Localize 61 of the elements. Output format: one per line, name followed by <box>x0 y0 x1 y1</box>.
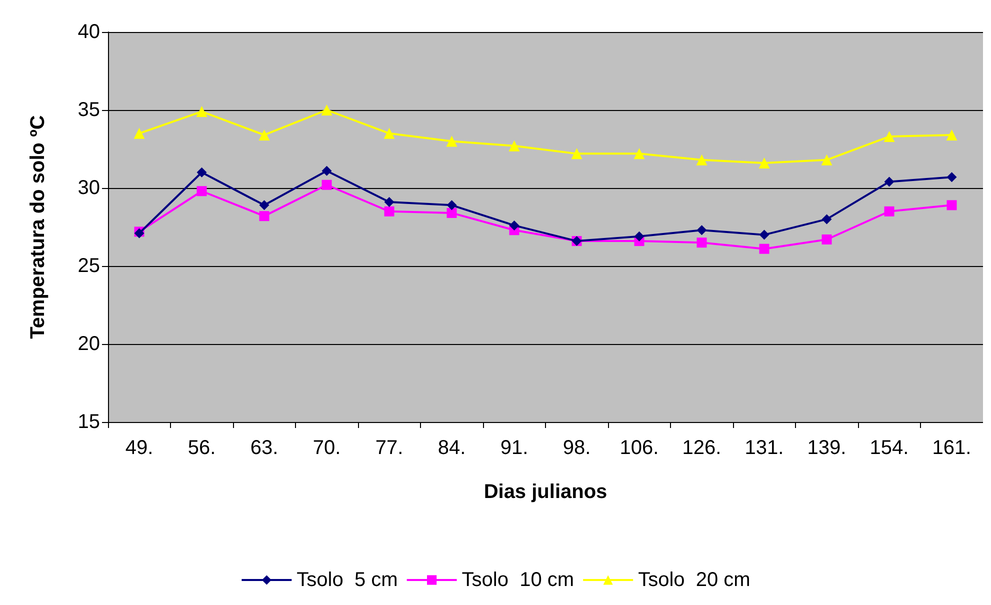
point <box>196 167 207 178</box>
x-tick-label: 70. <box>312 437 341 459</box>
point <box>508 140 520 152</box>
point <box>822 214 832 224</box>
point <box>571 148 582 160</box>
point <box>759 230 770 240</box>
y-tick-label: 20 <box>78 333 100 355</box>
x-axis-title: Dias julianos <box>484 481 608 503</box>
point <box>884 131 895 142</box>
point <box>446 136 458 147</box>
point <box>696 238 707 248</box>
point <box>759 244 770 254</box>
point <box>946 129 958 140</box>
x-tick-label: 106. <box>620 437 659 459</box>
point <box>634 231 644 242</box>
x-tick-label: 84. <box>438 437 466 459</box>
point <box>321 104 332 116</box>
point <box>634 148 645 160</box>
y-tick-label: 25 <box>78 255 100 277</box>
point <box>259 211 270 222</box>
legend-label: Tsolo 20 cm <box>638 569 750 591</box>
point <box>822 234 832 244</box>
point <box>384 197 394 208</box>
x-tick-label: 161. <box>932 437 972 459</box>
x-tick-label: 131. <box>744 437 784 459</box>
x-tick-label: 49. <box>125 437 154 459</box>
point <box>946 200 957 210</box>
point <box>696 154 708 166</box>
y-tick-label: 30 <box>78 177 100 199</box>
point <box>384 128 395 139</box>
point <box>258 129 270 140</box>
point <box>322 180 332 190</box>
x-tick-label: 98. <box>562 437 591 459</box>
point <box>509 220 520 230</box>
y-tick-label: 15 <box>78 411 100 433</box>
point <box>322 166 332 176</box>
legend-label: Tsolo 5 cm <box>296 569 398 591</box>
point <box>758 158 770 169</box>
x-tick-label: 91. <box>500 437 528 459</box>
point <box>446 208 457 218</box>
x-tick-label: 154. <box>870 437 909 459</box>
x-tick-label: 56. <box>188 437 216 459</box>
y-axis-title: Temperatura do solo ºC <box>27 115 49 339</box>
y-tick-label: 40 <box>78 21 100 43</box>
point <box>946 172 957 182</box>
x-tick-label: 77. <box>375 437 404 459</box>
point <box>384 206 394 216</box>
y-tick-label: 35 <box>78 99 100 121</box>
point <box>884 206 894 216</box>
point <box>821 154 832 166</box>
point <box>446 200 457 210</box>
point <box>696 225 707 236</box>
x-tick-label: 63. <box>250 437 278 459</box>
point <box>196 186 207 196</box>
x-tick-label: 139. <box>807 437 846 459</box>
point <box>196 106 208 118</box>
x-tick-label: 126. <box>682 437 722 459</box>
point <box>259 200 270 210</box>
point <box>134 128 145 139</box>
point <box>884 176 894 187</box>
legend-label: Tsolo 10 cm <box>462 569 574 591</box>
